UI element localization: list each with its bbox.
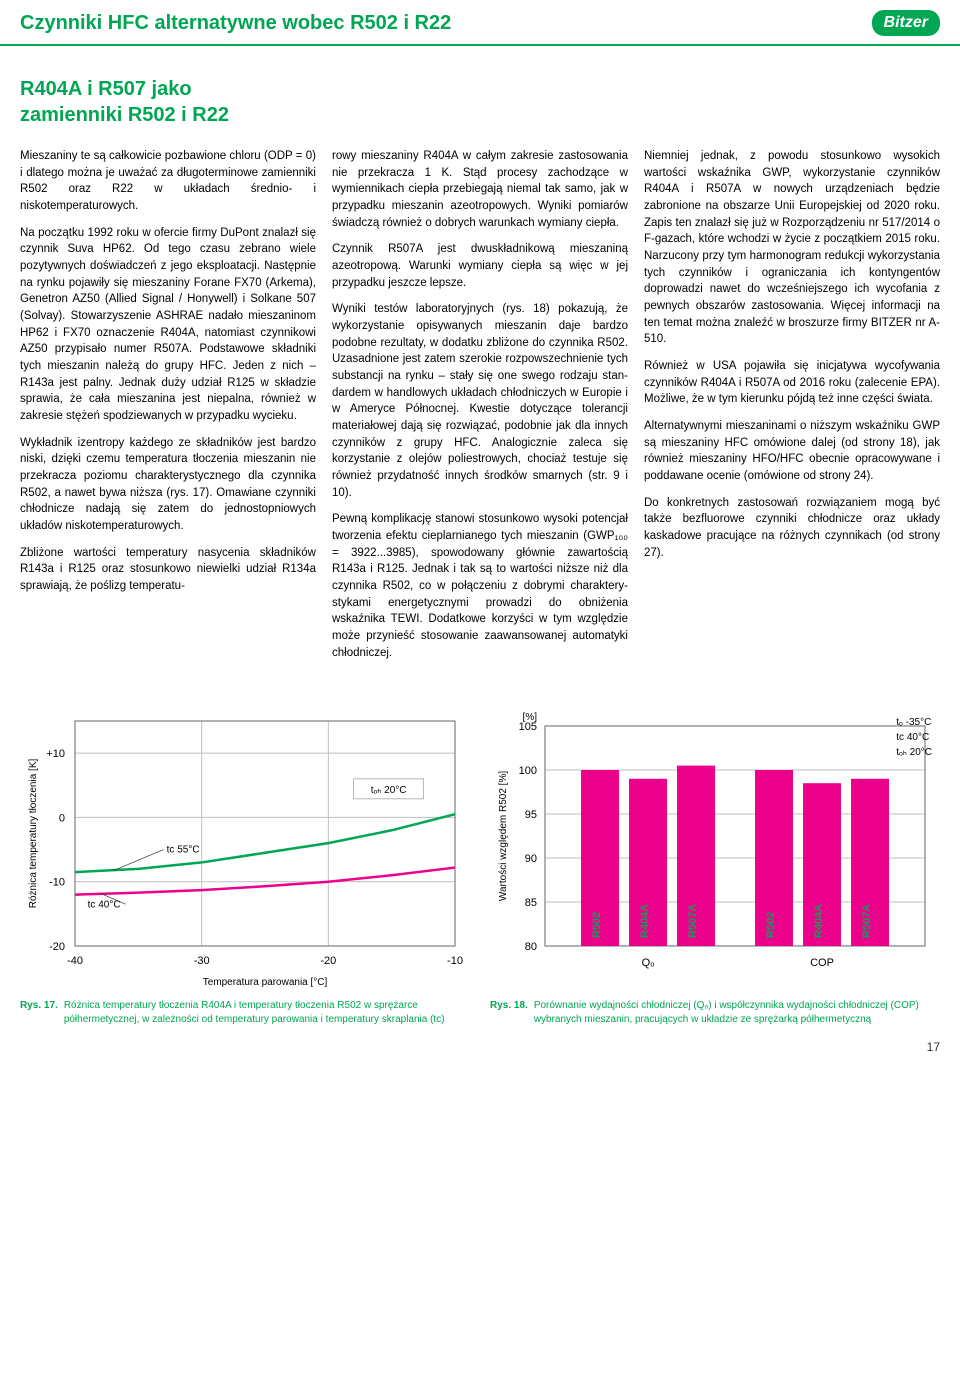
para: Czynnik R507A jest dwuskładnikową miesza…: [332, 241, 628, 291]
chart-17: -40 -30 -20 -10 -20 -10 0 +10 tc 55°C tc 40°C tₒₕ …: [20, 711, 470, 1026]
svg-text:R502: R502: [765, 912, 777, 938]
svg-text:tc 55°C: tc 55°C: [167, 845, 200, 856]
section-title: R404A i R507 jako zamienniki R502 i R22: [20, 76, 940, 128]
svg-text:R507A: R507A: [861, 904, 873, 938]
chart-17-svg: -40 -30 -20 -10 -20 -10 0 +10 tc 55°C tc 40°C tₒₕ …: [20, 711, 470, 991]
para: Wykładnik izentropy każdego ze składnikó…: [20, 435, 316, 535]
svg-text:[%]: [%]: [523, 712, 538, 723]
page-number: 17: [0, 1036, 960, 1066]
svg-text:Qₒ: Qₒ: [642, 957, 655, 969]
chart-17-caption: Rys. 17. Różnica temperatury tłoczenia R…: [20, 991, 470, 1026]
svg-text:-30: -30: [194, 955, 210, 967]
para: Mieszaniny te są całkowicie pozbawione c…: [20, 148, 316, 215]
svg-text:tₒₕ 20°C: tₒₕ 20°C: [371, 785, 407, 796]
svg-text:Wartości względem R502 [%]: Wartości względem R502 [%]: [498, 771, 509, 901]
para: Również w USA pojawiła się inicjatywa wy…: [644, 358, 940, 408]
para: rowy mieszaniny R404A w całym zakresie z…: [332, 148, 628, 231]
svg-text:90: 90: [525, 853, 537, 865]
svg-text:-20: -20: [320, 955, 336, 967]
svg-text:85: 85: [525, 897, 537, 909]
svg-text:R502: R502: [591, 912, 603, 938]
svg-text:Temperatura parowania [°C]: Temperatura parowania [°C]: [203, 977, 328, 988]
svg-text:100: 100: [519, 765, 537, 777]
svg-text:R404A: R404A: [639, 904, 651, 938]
svg-text:-10: -10: [49, 877, 65, 889]
svg-text:COP: COP: [810, 957, 834, 969]
svg-text:80: 80: [525, 941, 537, 953]
page-header: Czynniki HFC alternatywne wobec R502 i R…: [0, 0, 960, 46]
svg-text:Różnica temperatury tłoczenia: Różnica temperatury tłoczenia [K]: [28, 759, 39, 909]
section-title-line2: zamienniki R502 i R22: [20, 104, 229, 126]
chart-18-conditions: tₒ -35°C tc 40°C tₒₕ 20°C: [896, 715, 932, 760]
column-3: Niemniej jednak, z powodu stosunkowo wys…: [644, 148, 940, 671]
svg-text:+10: +10: [46, 749, 65, 761]
caption-label: Rys. 17.: [20, 999, 58, 1026]
svg-text:-20: -20: [49, 941, 65, 953]
svg-text:R507A: R507A: [687, 904, 699, 938]
para: Na początku 1992 roku w ofercie firmy Du…: [20, 225, 316, 425]
svg-text:R404A: R404A: [813, 904, 825, 938]
text-columns: Mieszaniny te są całkowicie pozbawione c…: [20, 148, 940, 671]
caption-label: Rys. 18.: [490, 999, 528, 1026]
chart-18-svg: 80859095100105[%]R502R404AR507AR502R404A…: [490, 711, 940, 991]
svg-text:95: 95: [525, 809, 537, 821]
column-1: Mieszaniny te są całkowicie pozbawione c…: [20, 148, 316, 671]
para: Niemniej jednak, z powodu stosunkowo wys…: [644, 148, 940, 348]
chart-18: tₒ -35°C tc 40°C tₒₕ 20°C 80859095100105…: [490, 711, 940, 1026]
caption-text: Porównanie wydajności chłodniczej (Qₒ) i…: [534, 999, 940, 1026]
charts-row: -40-30-20-10-20-100+10tc 55°Ctc 40°Ctₒₕ …: [0, 681, 960, 1036]
section-title-line1: R404A i R507 jako: [20, 78, 192, 100]
main-content: R404A i R507 jako zamienniki R502 i R22 …: [0, 46, 960, 681]
para: Pewną komplikację stanowi stosunkowo wys…: [332, 511, 628, 661]
svg-text:-40: -40: [67, 955, 83, 967]
brand-logo: Bitzer: [872, 10, 940, 36]
chart-18-caption: Rys. 18. Porównanie wydajności chłodnicz…: [490, 991, 940, 1026]
column-2: rowy mieszaniny R404A w całym zakresie z…: [332, 148, 628, 671]
caption-text: Różnica temperatury tłoczenia R404A i te…: [64, 999, 470, 1026]
svg-text:0: 0: [59, 813, 65, 825]
svg-text:-10: -10: [447, 955, 463, 967]
header-title: Czynniki HFC alternatywne wobec R502 i R…: [20, 12, 451, 35]
para: Zbliżone wartości temperatury nasycenia …: [20, 545, 316, 595]
svg-text:tc 40°C: tc 40°C: [88, 900, 121, 911]
para: Wyniki testów laboratoryjnych (rys. 18) …: [332, 301, 628, 501]
para: Do konkretnych zastosowań rozwiązaniem m…: [644, 495, 940, 562]
cond-line: tₒₕ 20°C: [896, 745, 932, 760]
para: Alternatywnymi mieszaninami o niższym ws…: [644, 418, 940, 485]
cond-line: tₒ -35°C: [896, 715, 932, 730]
cond-line: tc 40°C: [896, 730, 932, 745]
